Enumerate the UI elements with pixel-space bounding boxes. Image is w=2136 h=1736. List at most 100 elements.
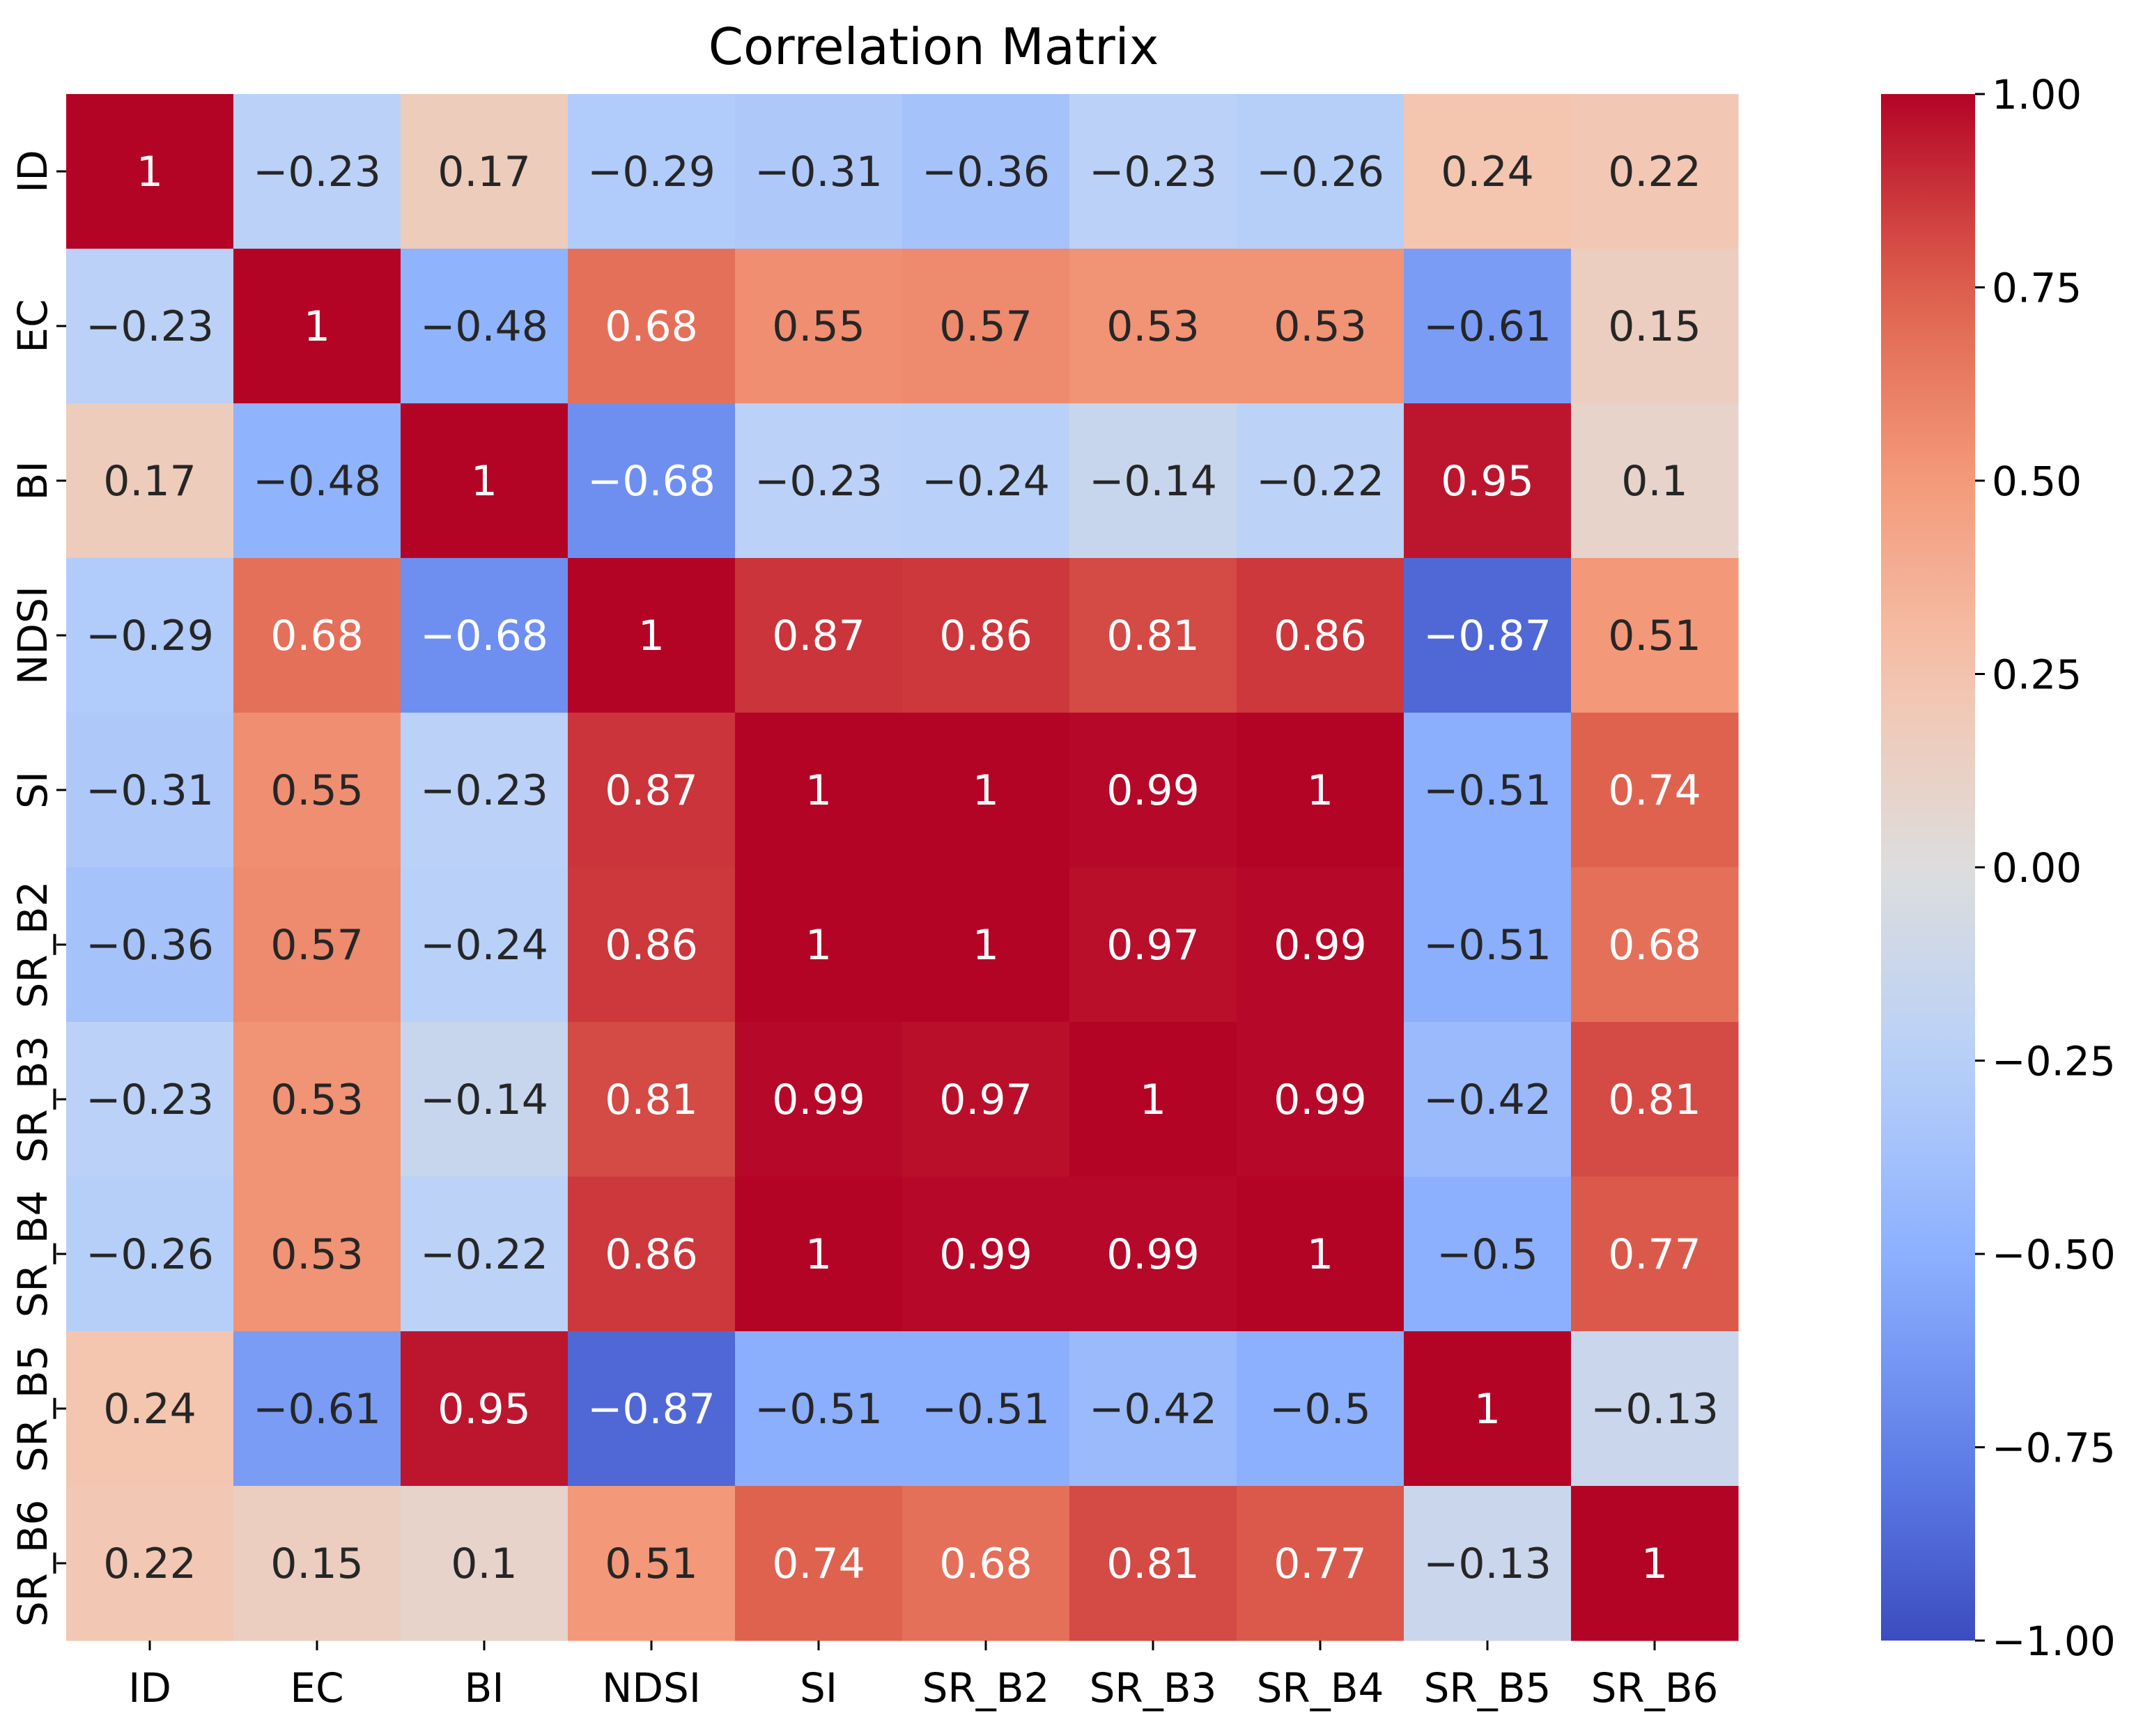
heatmap-cell xyxy=(1571,249,1739,404)
heatmap-cell xyxy=(233,1331,401,1487)
heatmap-cell xyxy=(66,403,234,559)
cell-value-label: 1 xyxy=(1307,766,1333,815)
cell-value-label: 1 xyxy=(137,148,163,196)
heatmap-cell xyxy=(735,249,903,404)
cell-value-label: −0.24 xyxy=(922,457,1050,506)
colorbar-tick-label: −0.50 xyxy=(1992,1231,2116,1278)
cell-value-label: −0.61 xyxy=(253,1385,381,1434)
heatmap-cell xyxy=(66,1331,234,1487)
x-tick-label: BI xyxy=(465,1664,504,1712)
cell-value-label: 0.81 xyxy=(1106,1540,1200,1588)
colorbar-tick-label: −1.00 xyxy=(1992,1618,2116,1665)
heatmap-cell xyxy=(735,94,903,249)
heatmap-cell xyxy=(233,249,401,404)
heatmap-cell xyxy=(1571,867,1739,1023)
cell-value-label: −0.31 xyxy=(754,148,883,196)
heatmap-cell xyxy=(1237,1022,1404,1177)
heatmap-cell xyxy=(1069,867,1237,1023)
heatmap-cell xyxy=(568,558,736,713)
cell-value-label: 1 xyxy=(805,1230,832,1279)
cell-value-label: −0.48 xyxy=(253,457,381,506)
heatmap-cell xyxy=(233,1177,401,1332)
cell-value-label: 0.74 xyxy=(772,1540,865,1588)
cell-value-label: 0.86 xyxy=(605,921,698,970)
heatmap-cell xyxy=(1237,94,1404,249)
heatmap-cell xyxy=(1404,1022,1572,1177)
cell-value-label: 0.1 xyxy=(451,1540,517,1588)
colorbar-tick-label: −0.25 xyxy=(1992,1038,2116,1085)
colorbar-tick-label: −0.75 xyxy=(1992,1425,2116,1472)
cell-value-label: 0.17 xyxy=(103,457,196,506)
heatmap-cell xyxy=(401,94,568,249)
cell-value-label: 1 xyxy=(973,921,999,970)
colorbar-tick-label: 0.00 xyxy=(1992,844,2082,892)
cell-value-label: −0.26 xyxy=(1256,148,1384,196)
cell-value-label: 0.99 xyxy=(939,1230,1032,1279)
cell-value-label: 0.81 xyxy=(1106,612,1200,660)
x-axis: ID EC BI NDSI SI SR_B2 SR_B3 SR_B4 SR_B5 SR_B6 xyxy=(128,1641,1718,1712)
heatmap-cell-labels: 1 −0.23 0.17 −0.29 −0.31 −0.36 −0.23 −0.26 0.24 0… xyxy=(86,148,1719,1588)
heatmap-cell xyxy=(568,94,736,249)
cell-value-label: −0.61 xyxy=(1423,302,1551,351)
cell-value-label: 0.99 xyxy=(1106,766,1200,815)
y-tick-label: BI xyxy=(9,461,56,501)
heatmap-cell xyxy=(1069,713,1237,868)
y-tick-label: SR_B2 xyxy=(9,881,56,1009)
cell-value-label: −0.23 xyxy=(86,1076,214,1124)
cell-value-label: 0.24 xyxy=(103,1385,196,1434)
heatmap-cell xyxy=(66,867,234,1023)
cell-value-label: −0.36 xyxy=(86,921,214,970)
colorbar-tick-label: 1.00 xyxy=(1992,71,2082,118)
cell-value-label: 0.15 xyxy=(1608,302,1701,351)
heatmap-cell xyxy=(1237,249,1404,404)
cell-value-label: 0.57 xyxy=(270,921,364,970)
cell-value-label: 0.55 xyxy=(772,302,865,351)
y-tick-label: SR_B6 xyxy=(9,1500,56,1627)
cell-value-label: 0.87 xyxy=(605,766,698,815)
cell-value-label: −0.68 xyxy=(420,612,548,660)
colorbar: 1.00 0.75 0.50 0.25 0.00 −0.25 −0.50 −0.75 −1.00 xyxy=(1881,71,2116,1665)
heatmap-cells xyxy=(66,94,1739,1641)
cell-value-label: −0.23 xyxy=(1089,148,1217,196)
cell-value-label: −0.24 xyxy=(420,921,548,970)
heatmap-cell xyxy=(735,558,903,713)
cell-value-label: −0.5 xyxy=(1269,1385,1371,1434)
cell-value-label: 0.81 xyxy=(605,1076,698,1124)
cell-value-label: 0.95 xyxy=(438,1385,531,1434)
chart-title: Correlation Matrix xyxy=(709,17,1159,76)
x-tick-label: SI xyxy=(800,1664,837,1712)
heatmap-cell xyxy=(1069,249,1237,404)
cell-value-label: 1 xyxy=(1641,1540,1668,1588)
cell-value-label: 0.24 xyxy=(1441,148,1534,196)
cell-value-label: −0.29 xyxy=(587,148,715,196)
cell-value-label: 0.86 xyxy=(1274,612,1367,660)
heatmap-cell xyxy=(66,94,234,249)
cell-value-label: 0.51 xyxy=(605,1540,698,1588)
heatmap-cell xyxy=(401,1177,568,1332)
heatmap-cell xyxy=(902,1177,1070,1332)
cell-value-label: −0.68 xyxy=(587,457,715,506)
heatmap-cell xyxy=(568,713,736,868)
colorbar-tick-label: 0.50 xyxy=(1992,458,2082,505)
heatmap-cell xyxy=(1571,1177,1739,1332)
heatmap-cell xyxy=(735,1331,903,1487)
heatmap-cell xyxy=(1404,1331,1572,1487)
cell-value-label: 1 xyxy=(1307,1230,1333,1279)
cell-value-label: −0.23 xyxy=(86,302,214,351)
heatmap-cell xyxy=(568,1486,736,1641)
heatmap-cell xyxy=(66,1486,234,1641)
cell-value-label: 0.97 xyxy=(1106,921,1200,970)
heatmap-cell xyxy=(401,249,568,404)
cell-value-label: 1 xyxy=(973,766,999,815)
y-tick-label: SR_B5 xyxy=(9,1345,56,1473)
colorbar-tick-label: 0.25 xyxy=(1992,651,2082,699)
heatmap-cell xyxy=(233,1486,401,1641)
cell-value-label: 1 xyxy=(638,612,665,660)
heatmap-cell xyxy=(1069,1177,1237,1332)
heatmap-cell xyxy=(1404,249,1572,404)
heatmap-cell xyxy=(1404,558,1572,713)
cell-value-label: 1 xyxy=(1474,1385,1501,1434)
cell-value-label: −0.42 xyxy=(1089,1385,1217,1434)
cell-value-label: 1 xyxy=(805,766,832,815)
heatmap-cell xyxy=(401,1022,568,1177)
